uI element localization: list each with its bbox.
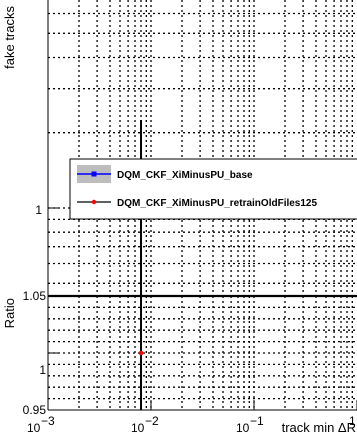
top-y-tick-label-1: 1 (35, 203, 42, 217)
legend-entry-retrain: DQM_CKF_XiMinusPU_retrainOldFiles125 (77, 198, 317, 209)
x-tick-label-1e-3: 10 −3 (27, 414, 55, 433)
ratio-data-point (138, 350, 144, 356)
legend: DQM_CKF_XiMinusPU_base DQM_CKF_XiMinusPU… (69, 158, 357, 220)
x-tick-exponent: −3 (41, 414, 55, 428)
legend-label-base: DQM_CKF_XiMinusPU_base (117, 170, 253, 181)
ratio-y-tick-label-095: 0.95 (23, 403, 47, 417)
legend-entry-base: DQM_CKF_XiMinusPU_base (77, 165, 253, 183)
x-tick-label-1e-1: 10 −1 (236, 414, 264, 433)
axis-ticks (47, 207, 357, 411)
x-tick-exponent: −2 (145, 414, 159, 428)
x-tick-label-1: 1 (349, 414, 356, 428)
legend-swatch-marker (91, 171, 97, 177)
x-tick-base: 10 (131, 421, 145, 433)
top-y-axis-title: fake tracks (2, 6, 17, 69)
ratio-y-tick-label-1: 1 (39, 363, 46, 377)
plot-frame (47, 0, 357, 411)
top-panel-grid (48, 0, 357, 296)
x-axis-title: track min ΔR (282, 420, 356, 433)
data-points (138, 350, 144, 356)
x-tick-label-1e-2: 10 −2 (131, 414, 159, 433)
x-tick-base: 10 (27, 421, 41, 433)
ratio-y-tick-label-105: 1.05 (23, 289, 47, 303)
x-tick-exponent: −1 (250, 414, 264, 428)
legend-box (69, 158, 357, 220)
ratio-panel-grid (48, 296, 357, 410)
legend-label-retrain: DQM_CKF_XiMinusPU_retrainOldFiles125 (117, 198, 317, 209)
x-tick-base: 10 (236, 421, 250, 433)
x-tick-base: 1 (349, 414, 356, 428)
ratio-y-axis-title: Ratio (2, 298, 17, 328)
legend-swatch-marker (91, 199, 97, 205)
